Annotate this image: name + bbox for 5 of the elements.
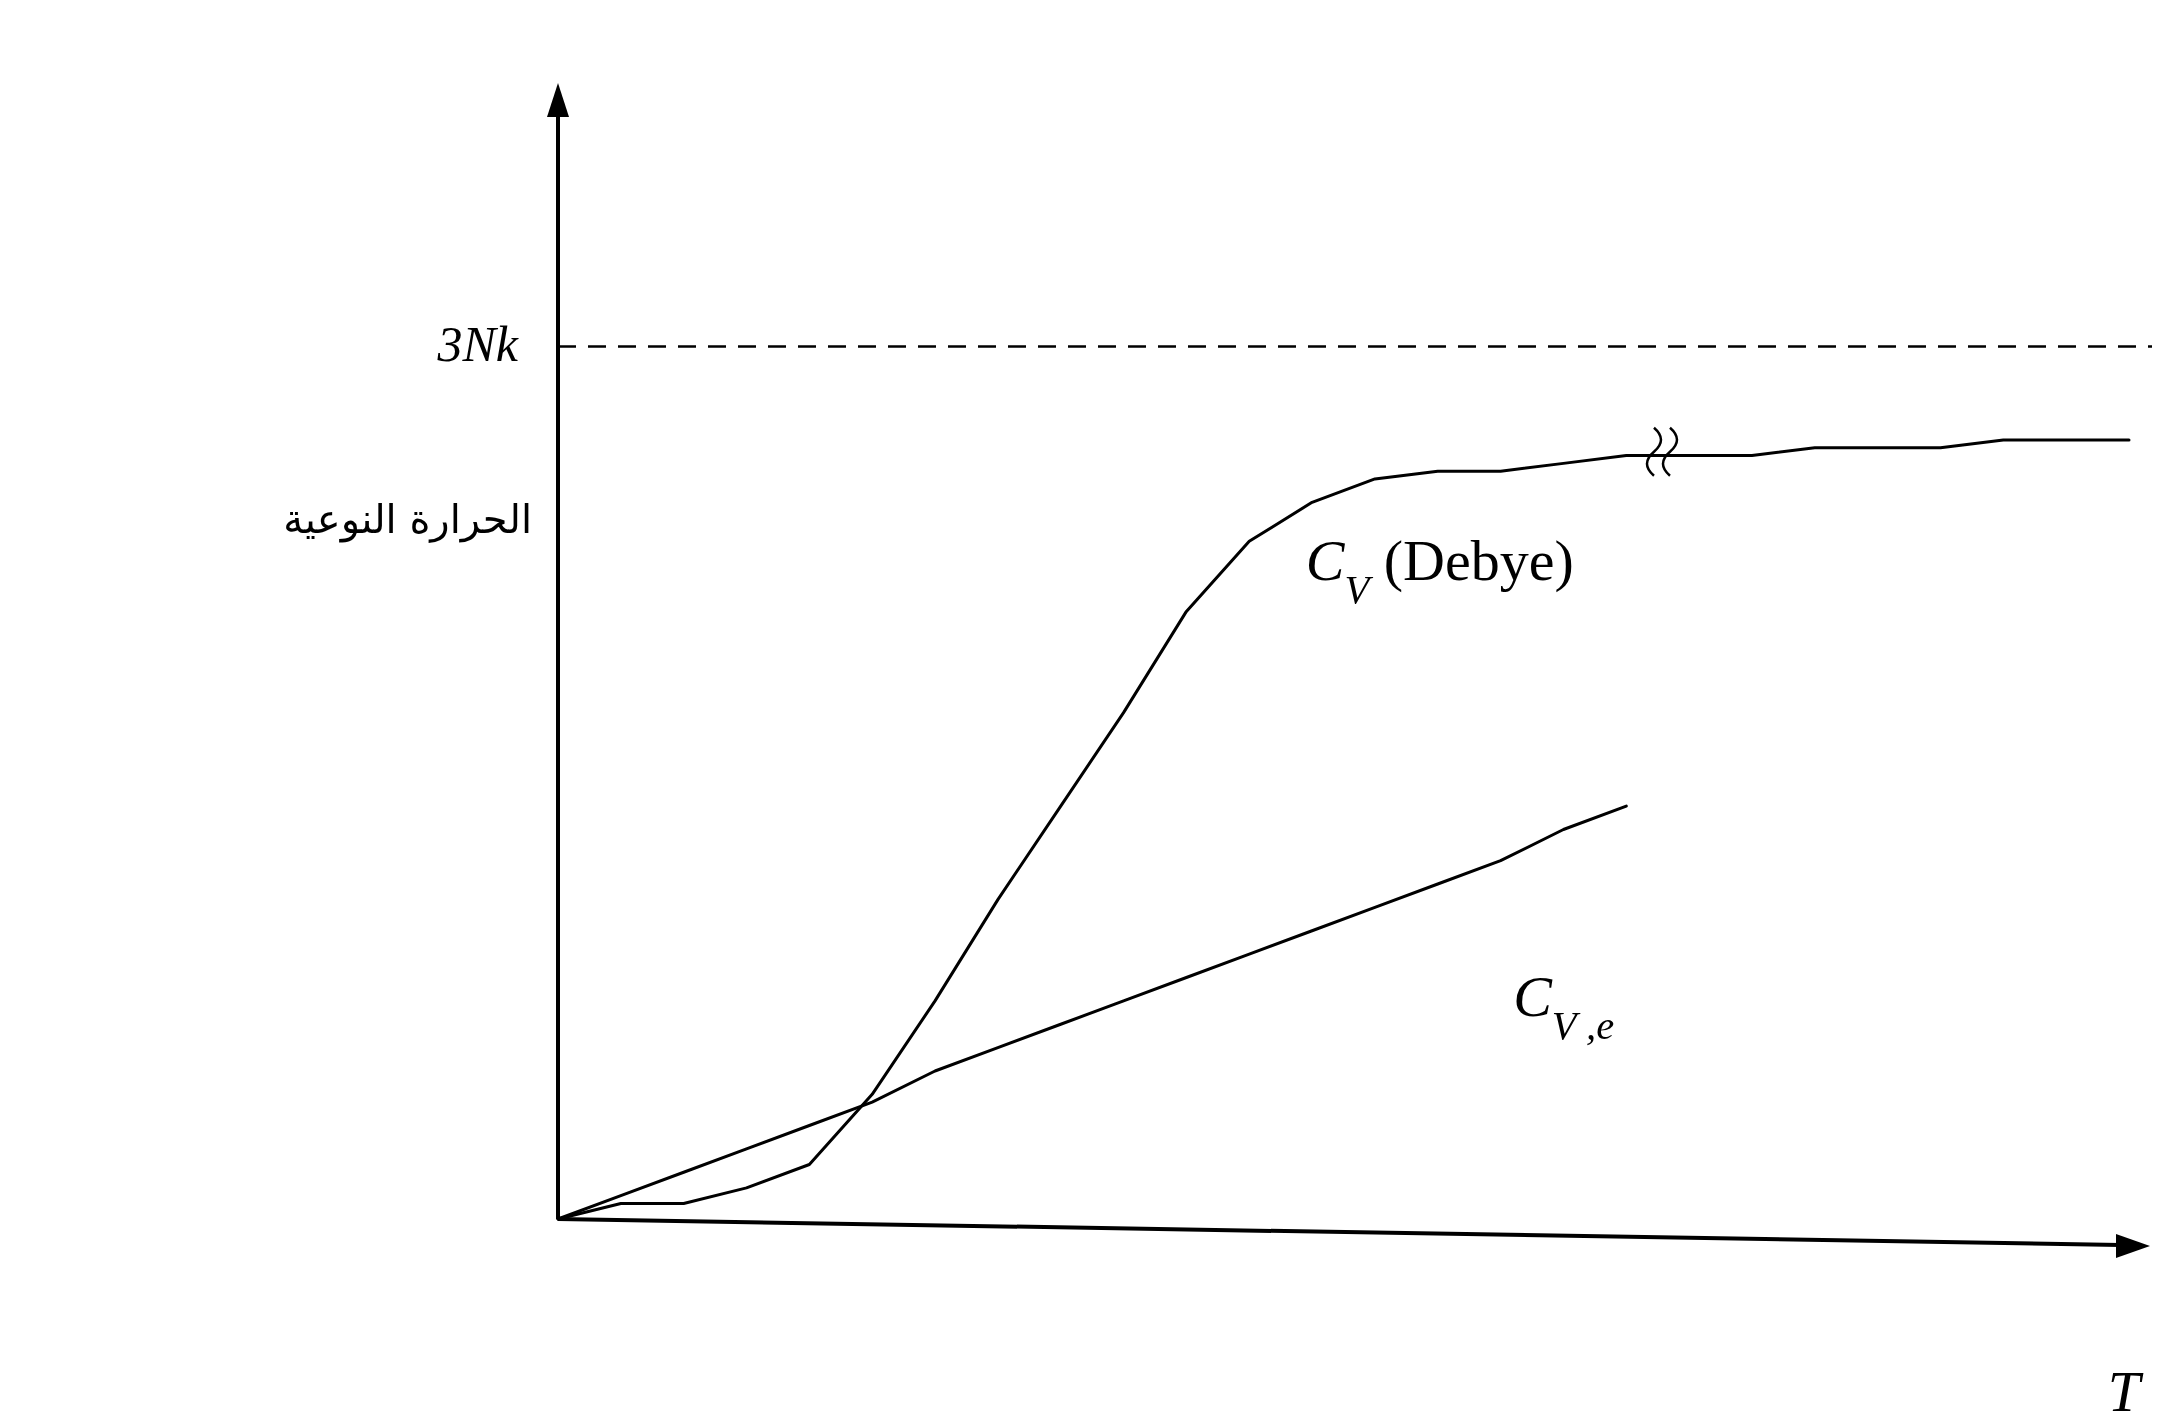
- x-axis-title: T: [2107, 1359, 2144, 1423]
- series-label: C$_{V ,e}$: [1513, 964, 1615, 1048]
- y-axis-title: الحرارة النوعية: [283, 496, 532, 544]
- ref-line-label: 3Nk: [436, 315, 519, 372]
- series-label: C$_{V}$ (Debye): [1305, 528, 1574, 612]
